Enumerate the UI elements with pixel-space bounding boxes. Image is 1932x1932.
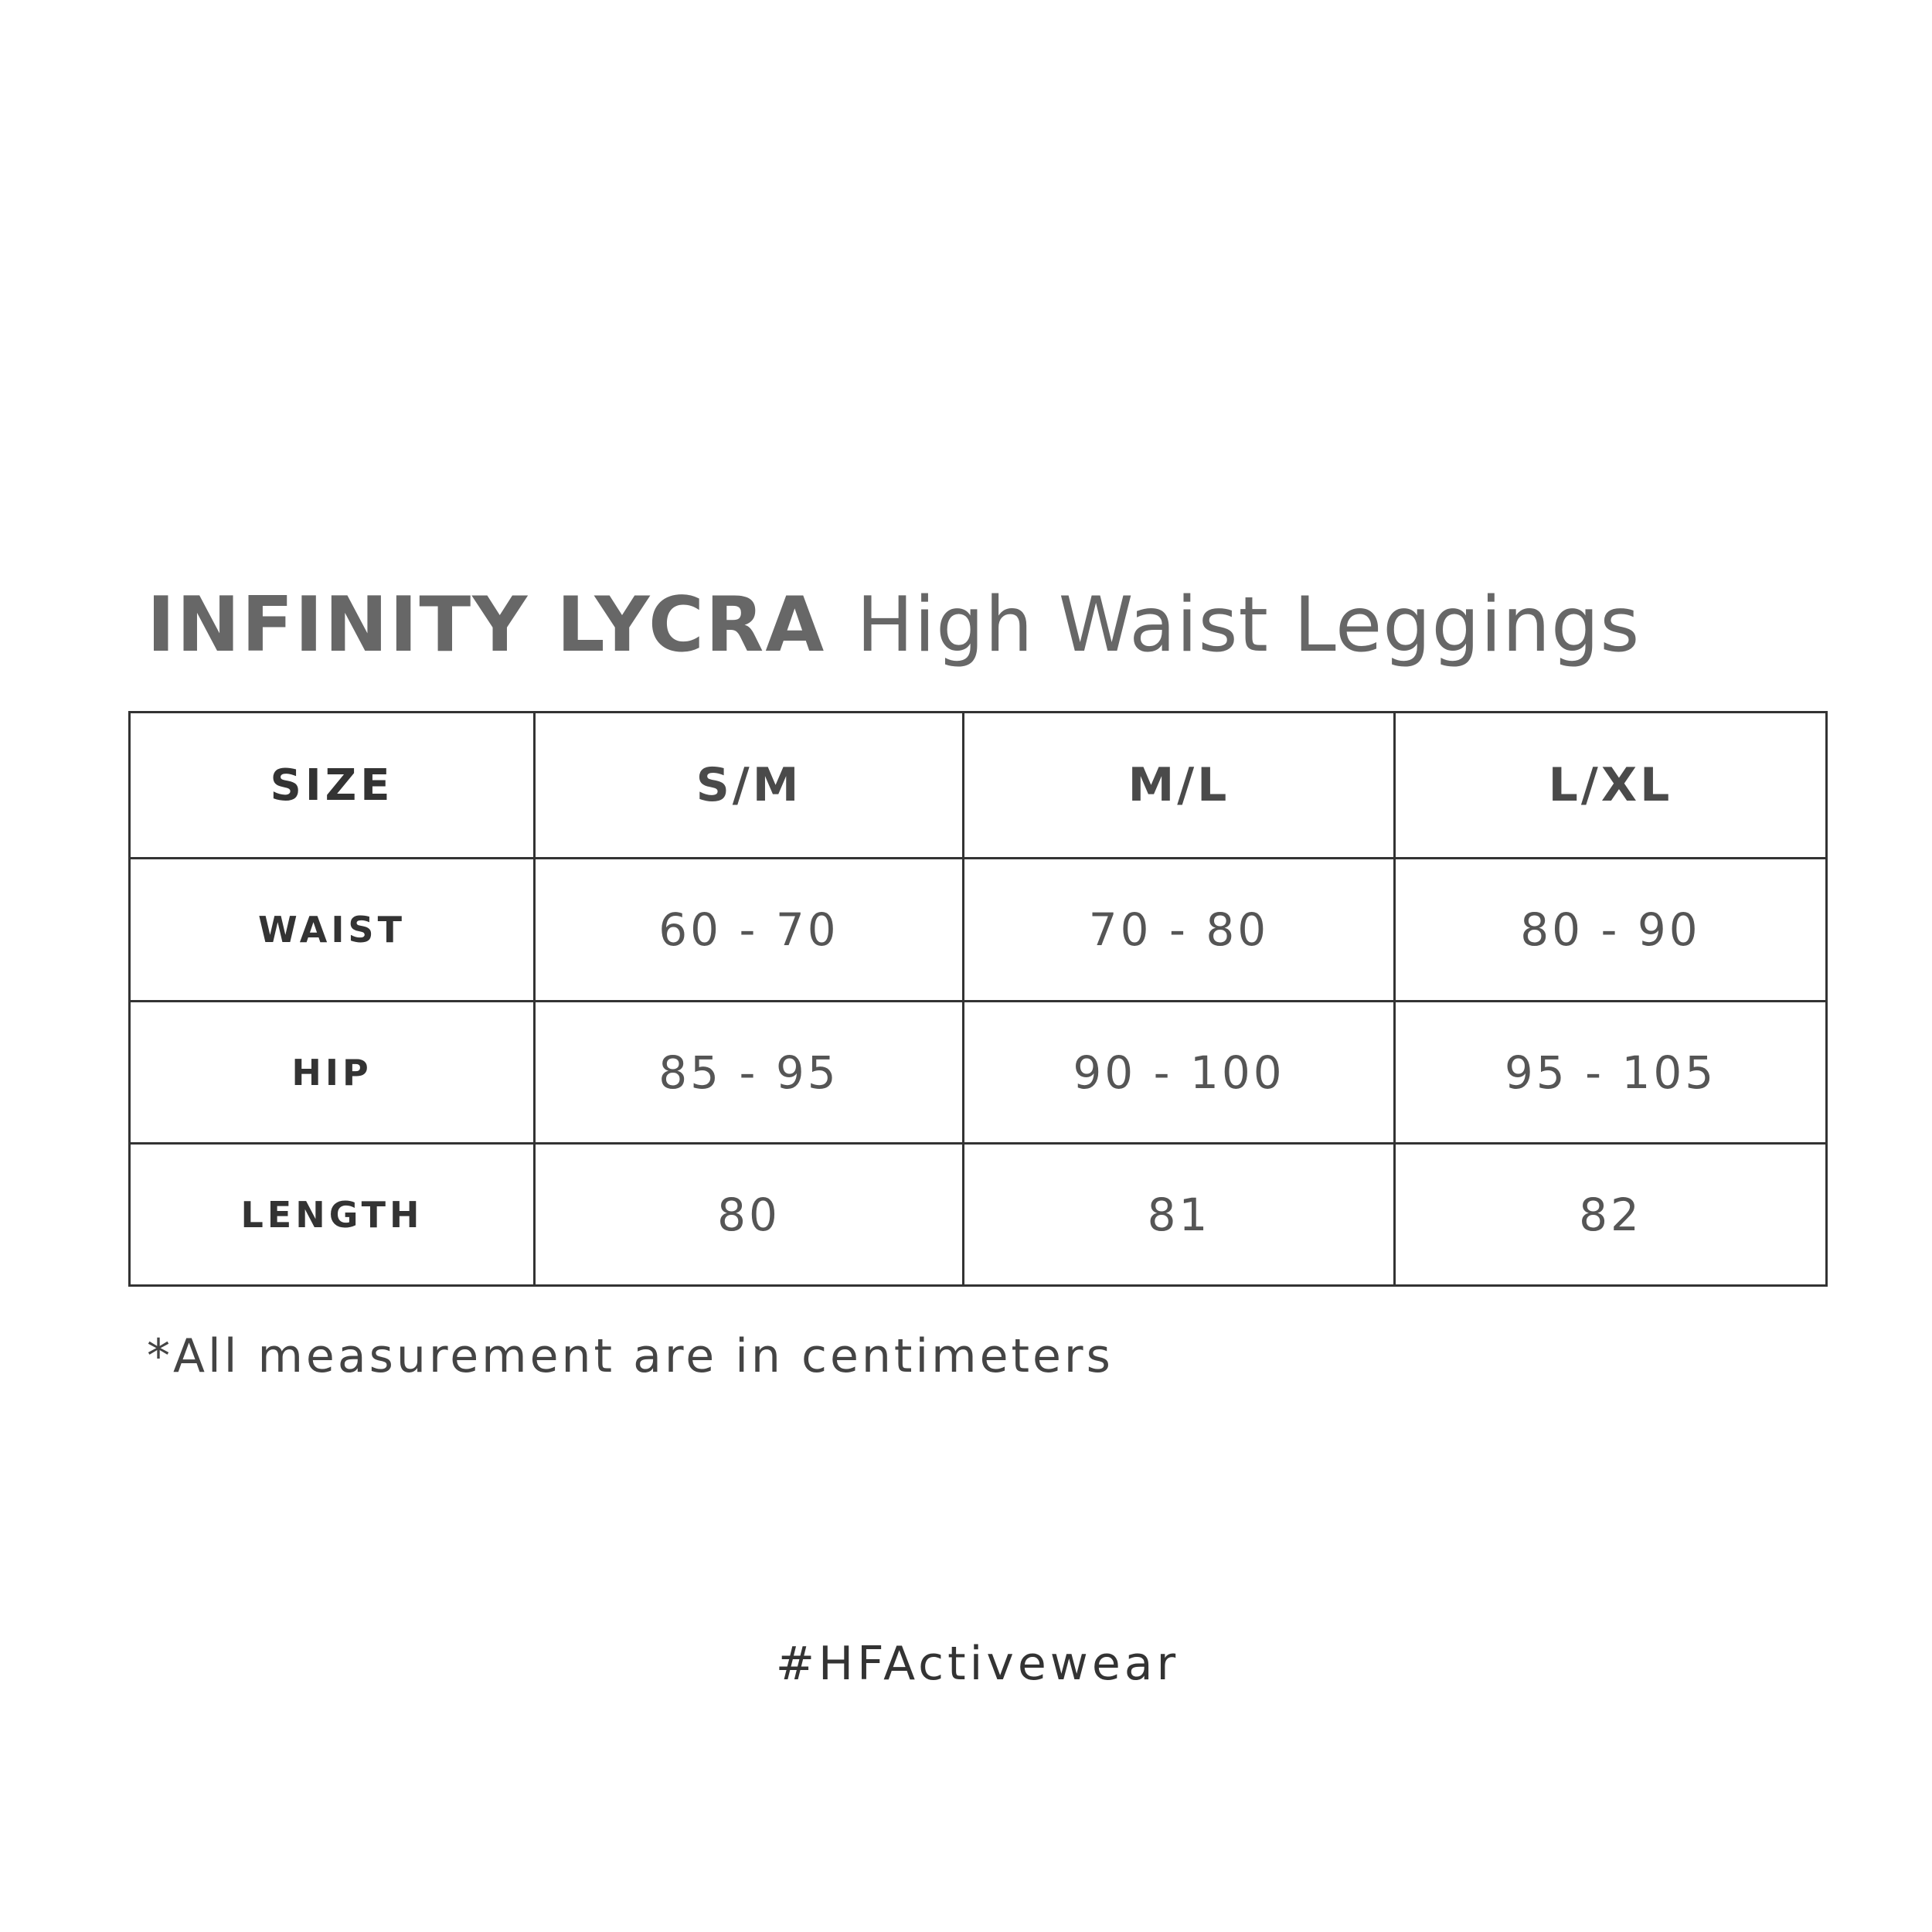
cell: 85 - 95 [533, 1000, 964, 1145]
header-s-m: S/M [533, 711, 964, 859]
cell: 70 - 80 [962, 857, 1396, 1002]
cell: 82 [1393, 1142, 1828, 1287]
hashtag: #HFActivewear [775, 1637, 1180, 1691]
page-title: INFINITY LYCRA High Waist Leggings [147, 581, 1640, 669]
size-chart-table: SIZE S/M M/L L/XL WAIST 60 - 70 70 - 80 … [128, 711, 1828, 1287]
header-size: SIZE [128, 711, 536, 859]
measurement-note: *All measurement are in centimeters [147, 1329, 1114, 1383]
row-label: HIP [128, 1000, 536, 1145]
row-label: LENGTH [128, 1142, 536, 1287]
cell: 80 [533, 1142, 964, 1287]
table-header-row: SIZE S/M M/L L/XL [128, 711, 1828, 859]
cell: 81 [962, 1142, 1396, 1287]
header-m-l: M/L [962, 711, 1396, 859]
product-name: High Waist Leggings [856, 581, 1641, 669]
table-row-waist: WAIST 60 - 70 70 - 80 80 - 90 [128, 857, 1828, 1002]
table-row-length: LENGTH 80 81 82 [128, 1142, 1828, 1287]
brand-name: INFINITY LYCRA [147, 581, 826, 669]
table-row-hip: HIP 85 - 95 90 - 100 95 - 105 [128, 1000, 1828, 1145]
cell: 80 - 90 [1393, 857, 1828, 1002]
header-l-xl: L/XL [1393, 711, 1828, 859]
cell: 90 - 100 [962, 1000, 1396, 1145]
row-label: WAIST [128, 857, 536, 1002]
cell: 60 - 70 [533, 857, 964, 1002]
cell: 95 - 105 [1393, 1000, 1828, 1145]
